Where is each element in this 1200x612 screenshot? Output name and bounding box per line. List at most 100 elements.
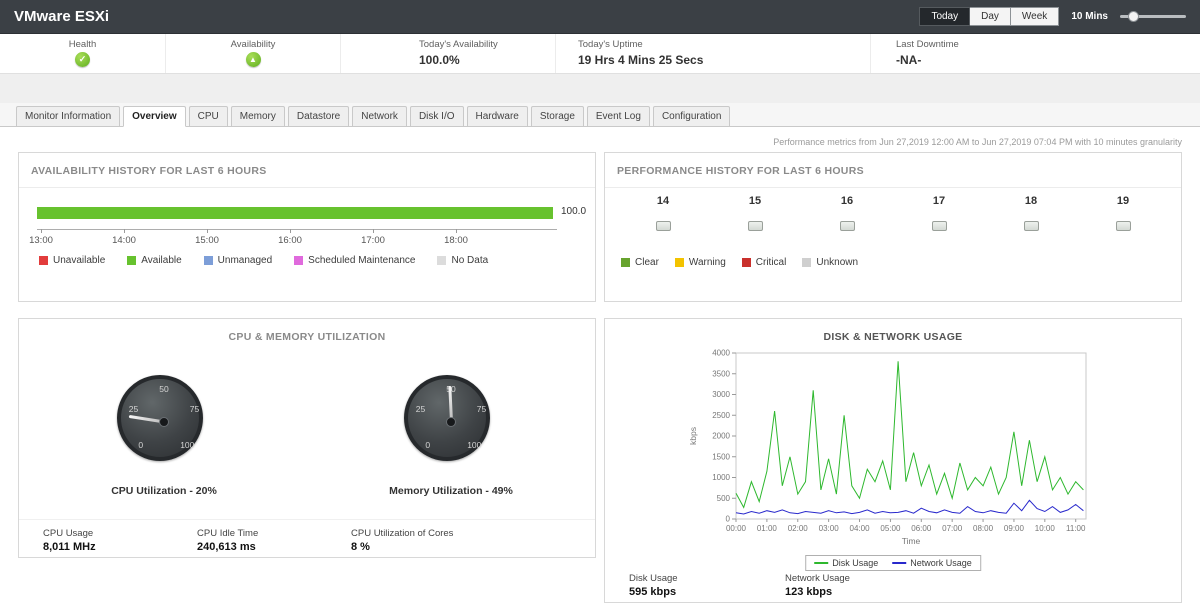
- x-axis-tick: [207, 229, 208, 233]
- x-axis-tick-label: 16:00: [278, 235, 302, 246]
- health-ok-icon: ✓: [75, 52, 90, 67]
- x-axis-tick: [124, 229, 125, 233]
- tab-cpu[interactable]: CPU: [188, 106, 228, 127]
- granularity-slider[interactable]: [1120, 11, 1186, 22]
- summary-availability: Availability ▲: [165, 34, 340, 73]
- legend-swatch: [203, 256, 213, 265]
- status-cell-18: [985, 221, 1077, 231]
- x-tick-label: 08:00: [973, 524, 994, 533]
- time-range-toggle: Today Day Week: [919, 7, 1060, 26]
- performance-history-panel: PERFORMANCE HISTORY FOR LAST 6 HOURS 14 1…: [604, 152, 1182, 302]
- gauge-hub: [159, 417, 169, 427]
- legend-label: Disk Usage: [832, 558, 879, 568]
- availability-panel-header: AVAILABILITY HISTORY FOR LAST 6 HOURS: [19, 153, 595, 188]
- status-clear-icon[interactable]: [655, 221, 671, 231]
- legend-item-available: Available: [127, 255, 182, 266]
- performance-history-title: PERFORMANCE HISTORY FOR LAST 6 HOURS: [617, 165, 864, 177]
- cpu-memory-title: CPU & MEMORY UTILIZATION: [228, 331, 386, 343]
- legend-swatch: [621, 258, 630, 267]
- hour-label-16: 16: [840, 195, 854, 207]
- range-button-today[interactable]: Today: [919, 7, 971, 26]
- tab-event-log[interactable]: Event Log: [586, 106, 650, 127]
- y-tick-label: 3500: [712, 369, 730, 378]
- gauge-scale-50: 50: [159, 384, 169, 394]
- legend-item-unknown: Unknown: [802, 257, 858, 268]
- legend-item-unavailable: Unavailable: [39, 255, 105, 266]
- performance-panel-header: PERFORMANCE HISTORY FOR LAST 6 HOURS: [605, 153, 1181, 188]
- legend-item-warning: Warning: [674, 257, 726, 268]
- x-tick-label: 07:00: [942, 524, 963, 533]
- tab-datastore[interactable]: Datastore: [287, 106, 350, 127]
- status-cell-14: [617, 221, 709, 231]
- tab-storage[interactable]: Storage: [530, 106, 584, 127]
- availability-history-title: AVAILABILITY HISTORY FOR LAST 6 HOURS: [31, 165, 267, 177]
- status-clear-icon[interactable]: [931, 221, 947, 231]
- tab-monitor-information[interactable]: Monitor Information: [16, 106, 121, 127]
- summary-value: -NA-: [896, 53, 922, 67]
- tab-overview[interactable]: Overview: [123, 106, 186, 127]
- gauge-scale-25: 25: [128, 404, 139, 415]
- tab-configuration[interactable]: Configuration: [652, 106, 731, 127]
- x-axis-tick: [290, 229, 291, 233]
- metric-cpu-idle-time: CPU Idle Time 240,613 ms: [197, 528, 258, 553]
- legend-item-network-usage: Network Usage: [892, 558, 972, 568]
- disk-network-panel: DISK & NETWORK USAGE 0 500 1000 1500 2000 250…: [604, 318, 1182, 603]
- metric-label: Network Usage: [785, 573, 850, 584]
- metric-cpu-usage: CPU Usage 8,011 MHz: [43, 528, 96, 553]
- legend-label: Available: [141, 255, 182, 266]
- y-axis-title: kbps: [688, 427, 698, 445]
- metric-label: Disk Usage: [629, 573, 678, 584]
- range-button-week[interactable]: Week: [1010, 7, 1060, 26]
- legend-swatch: [294, 256, 304, 265]
- tab-disk-i-o[interactable]: Disk I/O: [409, 106, 464, 127]
- gauge-scale-100: 100: [467, 440, 482, 451]
- hour-label-17: 17: [932, 195, 946, 207]
- y-tick-label: 1500: [712, 452, 730, 461]
- summary-value: 100.0%: [419, 53, 460, 67]
- metric-network-usage: Network Usage 123 kbps: [785, 573, 850, 598]
- tab-hardware[interactable]: Hardware: [466, 106, 528, 127]
- status-clear-icon[interactable]: [839, 221, 855, 231]
- summary-label: Availability: [230, 39, 276, 50]
- usage-stats-row: Disk Usage 595 kbps Network Usage 123 kbps: [605, 565, 1181, 607]
- availability-bar-value: 100.0: [561, 206, 587, 217]
- hour-label-14: 14: [656, 195, 670, 207]
- gauge-scale-100: 100: [180, 440, 195, 451]
- range-button-day[interactable]: Day: [970, 7, 1011, 26]
- status-cell-15: [709, 221, 801, 231]
- status-clear-icon[interactable]: [1023, 221, 1039, 231]
- slider-track: [1120, 15, 1186, 18]
- summary-value: 19 Hrs 4 Mins 25 Secs: [578, 53, 704, 67]
- legend-item-scheduled-maintenance: Scheduled Maintenance: [294, 255, 415, 266]
- status-cell-17: [893, 221, 985, 231]
- x-axis-tick-label: 18:00: [444, 235, 468, 246]
- tab-network[interactable]: Network: [352, 106, 407, 127]
- tab-bar: Monitor Information Overview CPU Memory Data…: [0, 103, 1200, 127]
- cpu-memory-panel: CPU & MEMORY UTILIZATION 0 25 50 75 100 CPU U…: [18, 318, 596, 558]
- x-axis-tick-label: 14:00: [112, 235, 136, 246]
- x-axis-tick: [373, 229, 374, 233]
- spacer-band: [0, 74, 1200, 103]
- gauge-scale-25: 25: [415, 404, 426, 415]
- tab-memory[interactable]: Memory: [230, 106, 285, 127]
- legend-label: Unmanaged: [217, 255, 273, 266]
- summary-label: Last Downtime: [896, 39, 959, 50]
- status-clear-icon[interactable]: [747, 221, 763, 231]
- summary-label: Health: [68, 39, 97, 50]
- status-clear-icon[interactable]: [1115, 221, 1131, 231]
- status-summary-bar: Health ✓ Availability ▲ Today's Availability…: [0, 34, 1200, 74]
- metric-value: 123 kbps: [785, 586, 833, 598]
- summary-last-downtime: Last Downtime -NA-: [870, 34, 1200, 73]
- y-tick-label: 4000: [712, 349, 730, 358]
- legend-label: Critical: [755, 257, 787, 268]
- gauge-hub: [446, 417, 456, 427]
- legend-line-swatch: [892, 562, 907, 564]
- summary-label: Today's Availability: [419, 39, 498, 50]
- y-tick-label: 2500: [712, 411, 730, 420]
- gauge-scale-0: 0: [138, 440, 144, 451]
- legend-label: Warning: [688, 257, 726, 268]
- slider-handle[interactable]: [1128, 11, 1139, 22]
- availability-timeline-bar: [37, 207, 553, 219]
- availability-legend: Unavailable Available Unmanaged Scheduled M…: [39, 255, 488, 266]
